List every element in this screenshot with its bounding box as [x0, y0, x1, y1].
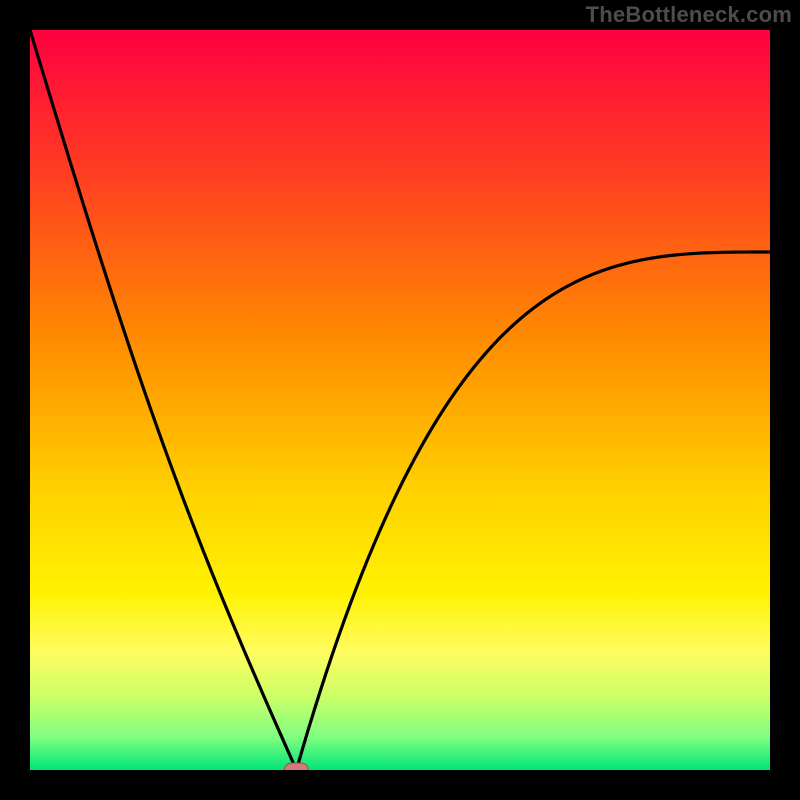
gradient-background — [30, 30, 770, 770]
watermark-text: TheBottleneck.com — [586, 2, 792, 28]
canvas: TheBottleneck.com — [0, 0, 800, 800]
minimum-marker — [284, 763, 308, 770]
plot-area — [30, 30, 770, 770]
bottleneck-chart — [30, 30, 770, 770]
